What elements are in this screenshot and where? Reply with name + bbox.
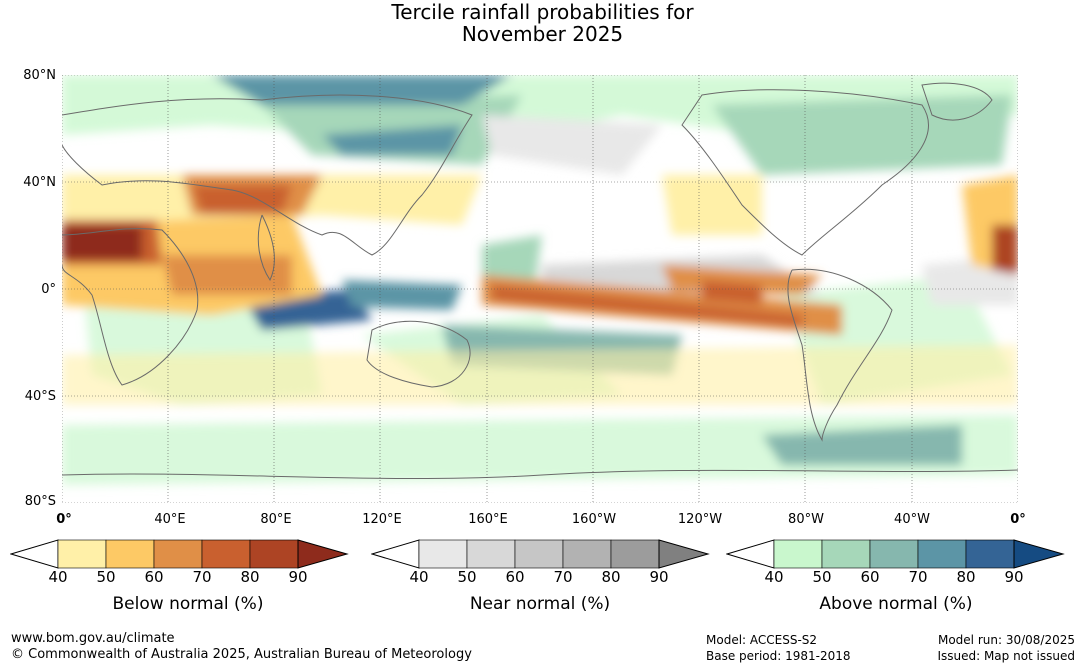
tick-near-40: 40 — [409, 568, 429, 586]
lon-label-0-right: 0° — [1010, 512, 1026, 527]
tick-below-40: 40 — [48, 568, 68, 586]
coastlines — [62, 82, 1018, 480]
tick-near-60: 60 — [505, 568, 525, 586]
lon-label-40w: 40°W — [894, 512, 930, 527]
greenland-outline — [921, 82, 993, 121]
lon-label-80w: 80°W — [788, 512, 824, 527]
colorbar-above-bin-1 — [773, 539, 823, 569]
colorbar-near-bin-5 — [610, 539, 660, 569]
legend-title-near-normal: Near normal (%) — [469, 594, 611, 614]
colorbar-below-upper-arrow — [297, 539, 349, 569]
legend-below-normal: 40 50 60 70 80 90 Below normal (%) — [9, 538, 350, 618]
tick-above-90: 90 — [1004, 568, 1024, 586]
colorbar-near-normal — [370, 539, 710, 569]
colorbar-below-bin-2 — [105, 539, 155, 569]
map-title-line2: November 2025 — [461, 22, 624, 46]
colorbar-near-bin-1 — [418, 539, 468, 569]
lon-label-160e: 160°E — [468, 512, 508, 527]
lon-label-40e: 40°E — [154, 512, 186, 527]
colorbar-near-bin-2 — [466, 539, 516, 569]
colorbar-below-normal — [9, 539, 349, 569]
colorbar-near-bin-3 — [514, 539, 564, 569]
lat-label-40s: 40°S — [24, 389, 56, 404]
colorbar-below-bin-3 — [153, 539, 203, 569]
colorbar-above-upper-arrow — [1013, 539, 1065, 569]
tick-below-70: 70 — [192, 568, 212, 586]
legend-near-normal: 40 50 60 70 80 90 Near normal (%) — [370, 538, 711, 618]
africa-outline — [62, 228, 199, 386]
lat-label-40n: 40°N — [23, 175, 56, 190]
tick-below-50: 50 — [96, 568, 116, 586]
tick-near-50: 50 — [457, 568, 477, 586]
tick-above-70: 70 — [908, 568, 928, 586]
footer-issued: Issued: Map not issued — [937, 649, 1075, 663]
lon-label-120w: 120°W — [677, 512, 723, 527]
colorbar-near-bin-4 — [562, 539, 612, 569]
colorbar-above-lower-arrow — [725, 539, 775, 569]
colorbar-below-bin-4 — [201, 539, 251, 569]
colorbar-below-bin-5 — [249, 539, 299, 569]
footer-website-link[interactable]: www.bom.gov.au/climate — [11, 631, 175, 646]
tick-near-80: 80 — [601, 568, 621, 586]
lat-label-0: 0° — [41, 282, 56, 297]
lon-label-80e: 80°E — [260, 512, 292, 527]
map-gridlines — [62, 75, 1018, 503]
colorbar-below-bin-1 — [57, 539, 107, 569]
australia-outline — [366, 320, 471, 388]
legend-title-below-normal: Below normal (%) — [112, 594, 264, 614]
lon-label-120e: 120°E — [362, 512, 402, 527]
rainfall-probability-map — [62, 75, 1018, 503]
colorbar-above-bin-4 — [917, 539, 967, 569]
tick-above-50: 50 — [812, 568, 832, 586]
map-title-line1: Tercile rainfall probabilities for — [391, 0, 694, 24]
tick-near-90: 90 — [649, 568, 669, 586]
footer-copyright: © Commonwealth of Australia 2025, Austra… — [11, 647, 472, 662]
legend-title-above-normal: Above normal (%) — [819, 594, 973, 614]
probability-shading — [62, 75, 1018, 485]
lat-label-80s: 80°S — [24, 494, 56, 509]
tick-above-80: 80 — [956, 568, 976, 586]
south-america-outline — [787, 268, 893, 442]
antarctica-outline — [62, 469, 1018, 480]
north-america-outline — [681, 89, 929, 256]
tick-below-90: 90 — [288, 568, 308, 586]
colorbar-above-bin-3 — [869, 539, 919, 569]
colorbar-near-upper-arrow — [658, 539, 710, 569]
colorbar-near-lower-arrow — [370, 539, 420, 569]
europe-asia-outline — [62, 94, 473, 256]
tick-above-60: 60 — [860, 568, 880, 586]
footer-model-run: Model run: 30/08/2025 — [937, 633, 1075, 647]
colorbar-above-bin-2 — [821, 539, 871, 569]
india-outline — [257, 214, 275, 282]
footer-base-period: Base period: 1981-2018 — [706, 649, 851, 663]
colorbar-below-lower-arrow — [9, 539, 59, 569]
colorbar-above-normal — [725, 539, 1065, 569]
lon-label-0-left: 0° — [56, 512, 72, 527]
tick-above-40: 40 — [764, 568, 784, 586]
footer-model: Model: ACCESS-S2 — [706, 633, 818, 647]
colorbar-above-bin-5 — [965, 539, 1015, 569]
legend-above-normal: 40 50 60 70 80 90 Above normal (%) — [725, 538, 1066, 618]
tick-below-60: 60 — [144, 568, 164, 586]
lon-label-160w: 160°W — [571, 512, 617, 527]
tick-near-70: 70 — [553, 568, 573, 586]
tick-below-80: 80 — [240, 568, 260, 586]
lat-label-80n: 80°N — [23, 68, 56, 83]
